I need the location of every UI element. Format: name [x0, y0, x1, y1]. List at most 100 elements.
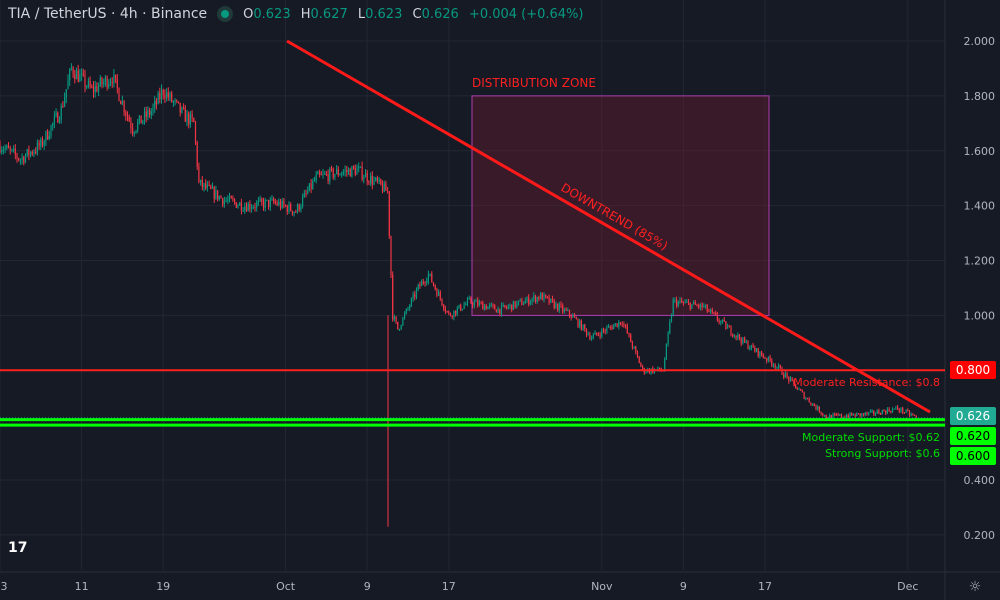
candle-body [285, 205, 287, 207]
candle-body [514, 301, 516, 308]
candle-body [580, 320, 582, 331]
candle-body [193, 118, 195, 122]
candle-body [375, 177, 377, 180]
candle-body [472, 303, 474, 306]
candle-body [230, 196, 232, 199]
candle-body [638, 356, 640, 364]
candle-body [130, 121, 132, 129]
candle-body [302, 197, 304, 207]
candle-body [13, 148, 15, 150]
candle-body [890, 411, 892, 413]
x-tick-label: 17 [442, 580, 456, 593]
candle-body [703, 305, 705, 308]
candle-body [546, 296, 548, 298]
candle-body [43, 141, 45, 146]
candle-body [805, 398, 807, 400]
candle-body [40, 139, 42, 147]
candle-body [866, 412, 868, 415]
candle-body [880, 413, 882, 415]
candle-body [769, 356, 771, 361]
candle-body [851, 412, 853, 416]
x-tick-label: Dec [897, 580, 918, 593]
y-tick-label: 0.200 [964, 529, 996, 542]
candle-body [885, 411, 887, 414]
candle-body [239, 202, 241, 206]
candle-body [499, 308, 501, 315]
candle-body [604, 330, 606, 332]
candle-body [296, 204, 299, 213]
candle-body [312, 180, 314, 189]
candle-body [19, 159, 21, 161]
resistance-price-tag: 0.800 [950, 361, 996, 379]
candle-body [86, 86, 88, 88]
candle-body [278, 201, 280, 205]
candle-body [888, 408, 890, 412]
candle-body [72, 67, 74, 75]
candle-body [745, 341, 747, 343]
candle-body [55, 112, 57, 117]
candle-body [444, 308, 446, 312]
candle-body [665, 343, 667, 360]
candle-body [489, 304, 491, 307]
candle-body [905, 410, 907, 413]
candle-body [815, 406, 817, 410]
candle-body [868, 412, 870, 415]
candle-body [308, 183, 310, 191]
candle-body [35, 152, 37, 154]
candle-body [273, 198, 275, 203]
candle-body [364, 173, 367, 178]
candle-body [23, 157, 25, 163]
candle-body [281, 200, 283, 208]
market-status-icon [217, 6, 234, 22]
candle-body [844, 416, 846, 418]
candle-body [6, 145, 8, 149]
candle-body [619, 322, 622, 325]
candle-body [686, 301, 688, 303]
candle-body [320, 174, 322, 176]
candle-body [689, 302, 691, 309]
candle-body [550, 298, 552, 303]
candle-body [293, 211, 295, 214]
candle-body [720, 321, 722, 323]
candle-body [373, 179, 375, 185]
candle-body [24, 155, 27, 163]
candle-body [677, 301, 679, 307]
candle-body [240, 202, 242, 211]
tradingview-logo[interactable]: 17 [8, 540, 28, 556]
candle-body [400, 325, 402, 329]
candle-body [96, 86, 98, 92]
candle-body [451, 315, 453, 318]
candle-body [592, 334, 594, 339]
candle-body [237, 205, 239, 208]
candle-body [701, 303, 703, 308]
candle-body [810, 402, 812, 405]
candle-body [371, 175, 373, 185]
candle-body [215, 190, 217, 199]
candle-body [761, 351, 763, 356]
candle-body [577, 319, 579, 327]
candle-body [718, 320, 720, 323]
candle-body [279, 201, 282, 208]
candle-body [869, 411, 871, 413]
candle-body [698, 305, 700, 308]
candle-body [560, 304, 562, 306]
candle-body [213, 187, 215, 199]
candle-body [137, 121, 139, 131]
candle-body [269, 199, 271, 208]
candle-body [225, 200, 227, 202]
candle-body [863, 413, 865, 415]
candle-body [64, 97, 66, 107]
strong-support-tag: 0.600 [950, 447, 996, 465]
candle-body [410, 298, 412, 306]
settings-gear-icon[interactable]: ☼ [969, 579, 982, 595]
candle-body [856, 413, 858, 417]
candle-body [659, 367, 661, 371]
candle-body [149, 110, 151, 115]
change-value: +0.004 (+0.64%) [468, 6, 584, 22]
symbol-title[interactable]: TIA / TetherUS · 4h · Binance [8, 6, 208, 22]
candle-body [460, 304, 462, 311]
candle-body [26, 149, 28, 156]
candle-body [455, 310, 457, 315]
